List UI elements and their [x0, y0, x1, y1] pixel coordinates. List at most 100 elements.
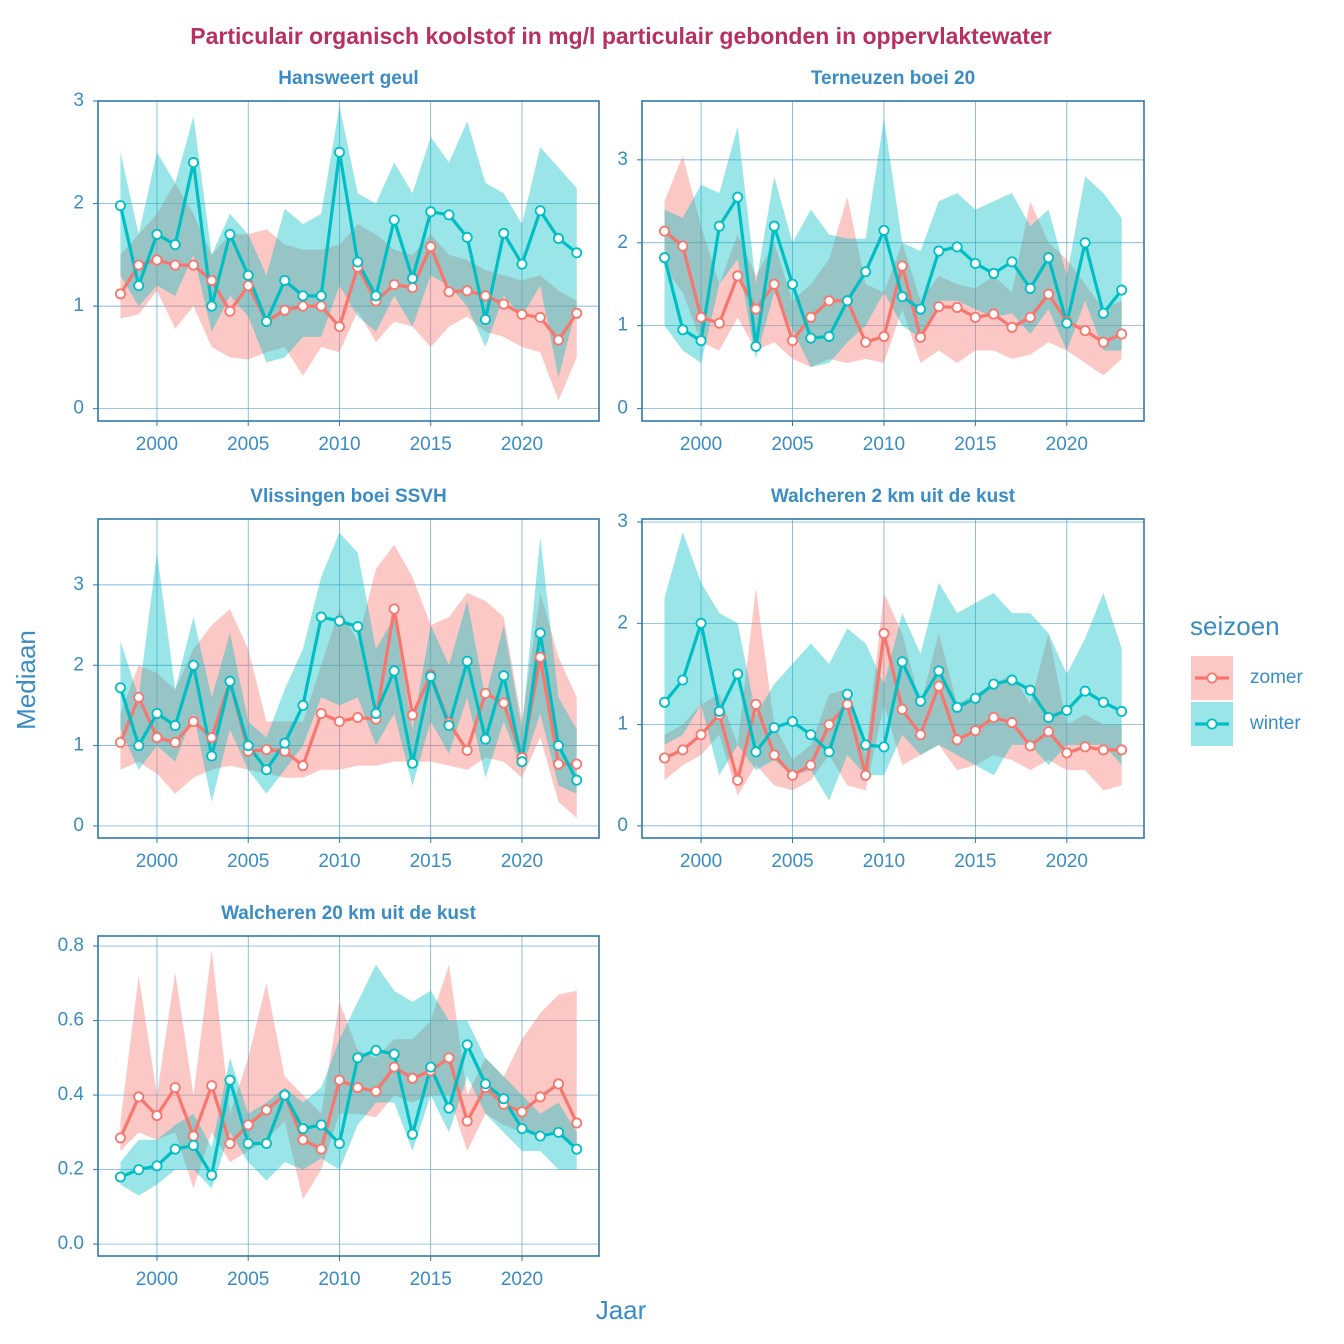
point — [534, 1091, 546, 1103]
point — [915, 303, 927, 315]
point — [388, 1061, 400, 1073]
point — [534, 627, 546, 639]
point — [823, 746, 835, 758]
x-tick-label: 2005 — [227, 1269, 269, 1290]
point — [552, 740, 564, 752]
point — [951, 301, 963, 313]
x-tick-label: 2015 — [954, 434, 996, 455]
point — [658, 225, 670, 237]
x-tick-label: 2020 — [501, 434, 543, 455]
point — [1116, 328, 1128, 340]
point — [516, 308, 528, 320]
line — [662, 195, 1123, 348]
point — [169, 736, 181, 748]
point — [151, 254, 163, 266]
point — [260, 764, 272, 776]
point — [732, 191, 744, 203]
x-tick-label: 2015 — [410, 434, 452, 455]
point — [133, 691, 145, 703]
y-tick-label: 2 — [617, 612, 628, 633]
point — [1024, 684, 1036, 696]
point — [695, 311, 707, 323]
point — [1079, 741, 1091, 753]
point — [169, 720, 181, 732]
point — [169, 259, 181, 271]
point — [1116, 284, 1128, 296]
point — [315, 300, 327, 312]
point — [933, 665, 945, 677]
point — [242, 269, 254, 281]
point — [279, 274, 291, 286]
point — [425, 241, 437, 253]
point — [896, 656, 908, 668]
point — [187, 715, 199, 727]
point — [732, 774, 744, 786]
point — [370, 1085, 382, 1097]
point — [823, 295, 835, 307]
point — [1043, 711, 1055, 723]
point — [479, 313, 491, 325]
point — [333, 1137, 345, 1149]
point — [915, 331, 927, 343]
point — [443, 720, 455, 732]
point — [534, 311, 546, 323]
x-tick-label: 2010 — [318, 851, 360, 872]
point — [969, 257, 981, 269]
point — [187, 659, 199, 671]
point — [1061, 747, 1073, 759]
point — [406, 757, 418, 769]
point — [479, 290, 491, 302]
point — [151, 228, 163, 240]
y-tick-label: 0.6 — [58, 1010, 84, 1031]
point — [878, 627, 890, 639]
point — [133, 280, 145, 292]
point — [406, 272, 418, 284]
point — [461, 285, 473, 297]
panel: Hansweert geul 0 1 2 3 2000 2005 2010 2015 2020 — [73, 68, 600, 455]
point — [133, 1091, 145, 1103]
point — [787, 716, 799, 728]
point — [352, 621, 364, 633]
point — [279, 304, 291, 316]
point — [187, 1130, 199, 1142]
point — [516, 1106, 528, 1118]
point — [571, 247, 583, 259]
point — [969, 311, 981, 323]
point — [315, 1143, 327, 1155]
x-tick-label: 2015 — [410, 1269, 452, 1290]
point — [860, 769, 872, 781]
point — [677, 324, 689, 336]
point — [1079, 237, 1091, 249]
point — [114, 736, 126, 748]
point — [498, 298, 510, 310]
point — [133, 259, 145, 271]
point — [713, 705, 725, 717]
point — [169, 1143, 181, 1155]
point — [260, 744, 272, 756]
point — [151, 1160, 163, 1172]
y-tick-label: 0.0 — [58, 1233, 84, 1254]
point — [443, 209, 455, 221]
point — [1097, 336, 1109, 348]
point — [315, 1119, 327, 1131]
panel-title: Walcheren 2 km uit de kust — [771, 486, 1016, 507]
plot-frame — [641, 518, 1145, 839]
x-tick-label: 2020 — [501, 1269, 543, 1290]
y-tick-label: 0 — [73, 815, 84, 836]
plot-frame — [97, 518, 600, 839]
point — [297, 290, 309, 302]
point — [206, 750, 218, 762]
y-tick-label: 0 — [73, 398, 84, 419]
point — [516, 258, 528, 270]
point — [823, 719, 835, 731]
point — [333, 321, 345, 333]
point — [297, 300, 309, 312]
point — [1061, 317, 1073, 329]
point — [1097, 696, 1109, 708]
point — [768, 278, 780, 290]
point — [534, 651, 546, 663]
point — [425, 670, 437, 682]
x-tick-label: 2010 — [863, 851, 905, 872]
point — [787, 278, 799, 290]
point — [352, 256, 364, 268]
